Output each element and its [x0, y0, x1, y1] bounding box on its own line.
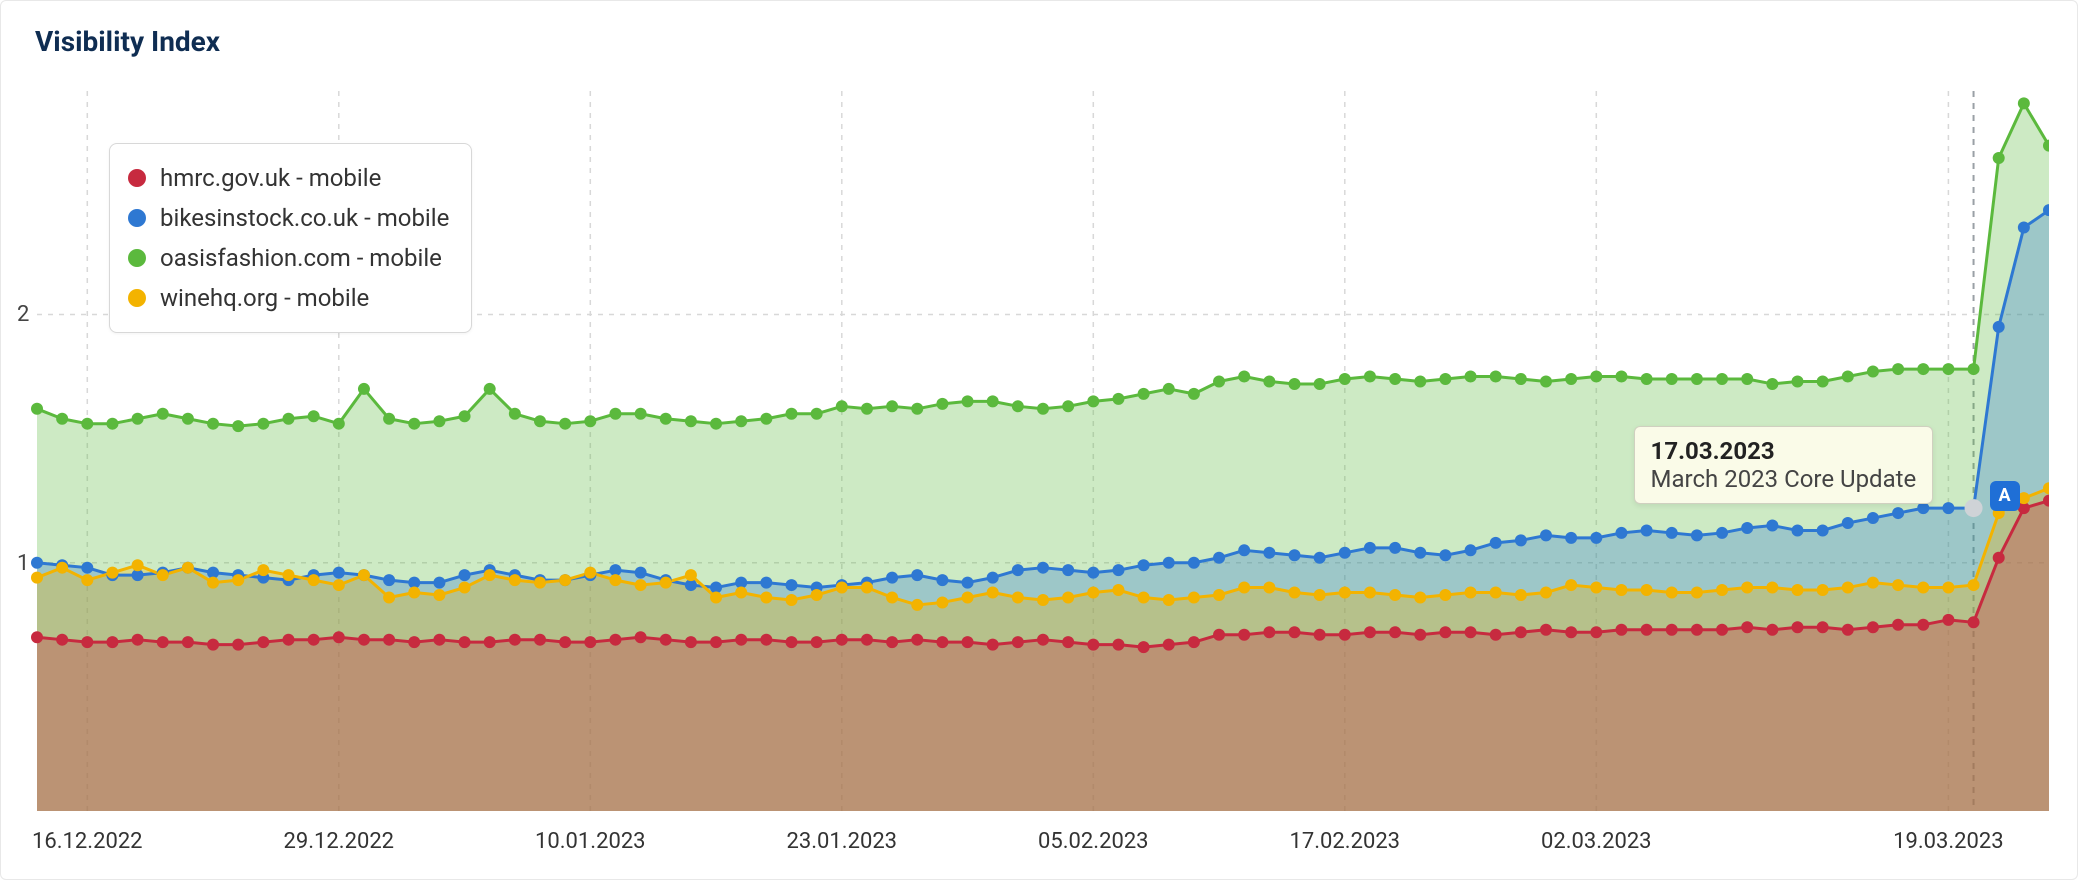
x-tick-label: 16.12.2022 [17, 829, 157, 854]
legend: hmrc.gov.uk - mobile bikesinstock.co.uk -… [109, 143, 472, 333]
x-tick-label: 17.02.2023 [1275, 829, 1415, 854]
legend-color-dot [128, 209, 146, 227]
x-tick-label: 10.01.2023 [520, 829, 660, 854]
chart-card: Visibility Index 1 2 16.12.2022 29.12.2022… [0, 0, 2078, 880]
x-tick-label: 23.01.2023 [772, 829, 912, 854]
legend-label: bikesinstock.co.uk - mobile [160, 204, 449, 232]
chart-title: Visibility Index [35, 25, 220, 58]
legend-color-dot [128, 169, 146, 187]
x-tick-label: 29.12.2022 [269, 829, 409, 854]
legend-item[interactable]: bikesinstock.co.uk - mobile [128, 198, 449, 238]
annotation-marker-letter: A [1999, 485, 2011, 506]
legend-item[interactable]: hmrc.gov.uk - mobile [128, 158, 449, 198]
legend-item[interactable]: winehq.org - mobile [128, 278, 449, 318]
y-tick-label: 1 [17, 551, 29, 576]
legend-color-dot [128, 289, 146, 307]
legend-label: hmrc.gov.uk - mobile [160, 164, 381, 192]
annotation-tooltip: 17.03.2023 March 2023 Core Update [1634, 426, 1934, 504]
annotation-marker[interactable]: A [1990, 481, 2020, 511]
legend-label: oasisfashion.com - mobile [160, 244, 442, 272]
annotation-label: March 2023 Core Update [1651, 465, 1917, 493]
x-tick-label: 05.02.2023 [1023, 829, 1163, 854]
legend-label: winehq.org - mobile [160, 284, 369, 312]
x-tick-label: 19.03.2023 [1878, 829, 2018, 854]
annotation-date: 17.03.2023 [1651, 437, 1917, 465]
legend-color-dot [128, 249, 146, 267]
x-tick-label: 02.03.2023 [1526, 829, 1666, 854]
y-tick-label: 2 [17, 302, 29, 327]
legend-item[interactable]: oasisfashion.com - mobile [128, 238, 449, 278]
